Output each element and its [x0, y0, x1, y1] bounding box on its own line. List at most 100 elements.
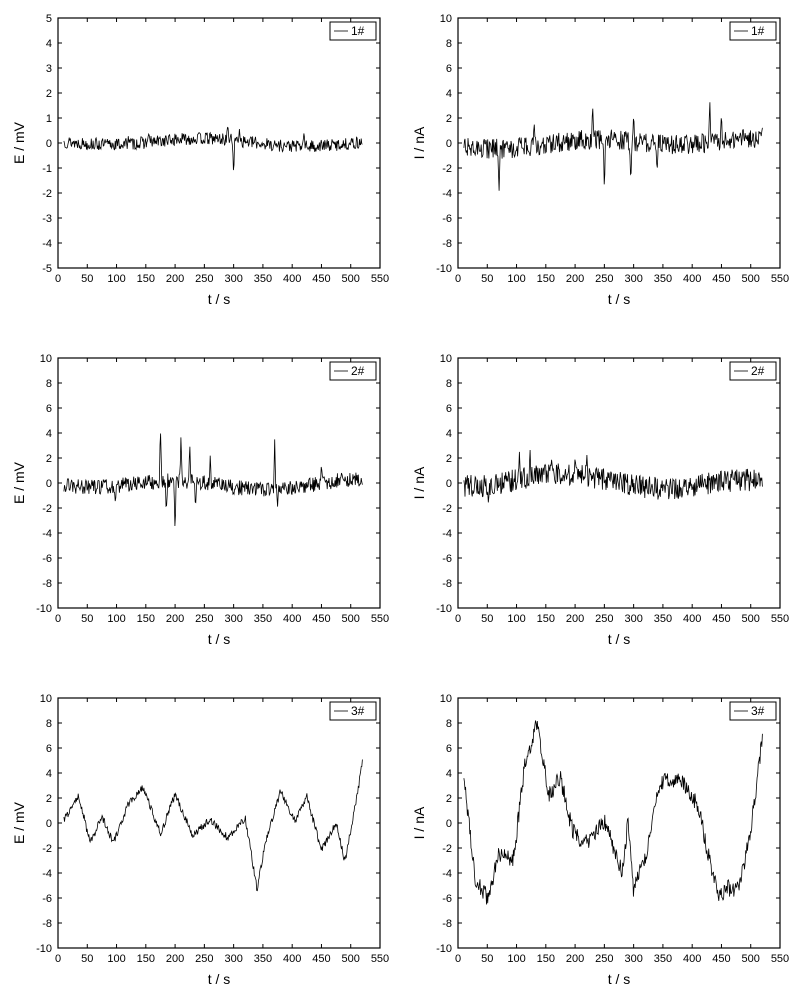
svg-text:-5: -5: [42, 263, 52, 275]
svg-text:-2: -2: [442, 163, 452, 175]
svg-text:-2: -2: [42, 188, 52, 200]
svg-text:-10: -10: [36, 603, 52, 615]
svg-text:6: 6: [46, 743, 52, 755]
svg-text:4: 4: [446, 428, 452, 440]
svg-text:-4: -4: [442, 528, 452, 540]
svg-text:8: 8: [446, 378, 452, 390]
svg-text:200: 200: [166, 953, 184, 965]
svg-text:-8: -8: [442, 918, 452, 930]
svg-text:400: 400: [683, 613, 701, 625]
svg-text:10: 10: [440, 13, 452, 25]
svg-text:0: 0: [455, 273, 461, 285]
svg-text:350: 350: [654, 273, 672, 285]
svg-text:150: 150: [537, 953, 555, 965]
svg-text:250: 250: [195, 613, 213, 625]
svg-text:1#: 1#: [751, 24, 765, 38]
svg-text:-2: -2: [42, 843, 52, 855]
svg-text:6: 6: [446, 63, 452, 75]
svg-text:0: 0: [55, 613, 61, 625]
svg-text:4: 4: [46, 768, 52, 780]
svg-text:200: 200: [166, 613, 184, 625]
svg-text:150: 150: [137, 613, 155, 625]
svg-text:450: 450: [712, 953, 730, 965]
svg-text:5: 5: [46, 13, 52, 25]
svg-text:-2: -2: [442, 843, 452, 855]
svg-text:I / nA: I / nA: [411, 466, 427, 499]
svg-text:4: 4: [46, 38, 52, 50]
svg-text:300: 300: [224, 273, 242, 285]
svg-text:1: 1: [46, 113, 52, 125]
svg-text:50: 50: [481, 273, 493, 285]
chart-I3: 050100150200250300350400450500550-10-8-6…: [410, 690, 790, 990]
svg-text:500: 500: [742, 273, 760, 285]
svg-text:10: 10: [40, 353, 52, 365]
svg-text:6: 6: [46, 403, 52, 415]
svg-text:t / s: t / s: [608, 631, 631, 647]
svg-text:-8: -8: [442, 238, 452, 250]
svg-text:200: 200: [566, 613, 584, 625]
svg-text:t / s: t / s: [608, 971, 631, 987]
svg-text:450: 450: [312, 273, 330, 285]
svg-text:-8: -8: [442, 578, 452, 590]
svg-text:100: 100: [507, 953, 525, 965]
svg-text:50: 50: [481, 953, 493, 965]
svg-text:200: 200: [166, 273, 184, 285]
svg-text:500: 500: [342, 273, 360, 285]
svg-text:3#: 3#: [751, 704, 765, 718]
svg-text:E / mV: E / mV: [11, 461, 27, 504]
svg-text:8: 8: [446, 38, 452, 50]
svg-text:I / nA: I / nA: [411, 806, 427, 839]
svg-text:250: 250: [195, 273, 213, 285]
chart-E2: 050100150200250300350400450500550-10-8-6…: [10, 350, 390, 650]
svg-text:2: 2: [446, 113, 452, 125]
chart-I2: 050100150200250300350400450500550-10-8-6…: [410, 350, 790, 650]
svg-text:0: 0: [46, 138, 52, 150]
svg-text:8: 8: [46, 718, 52, 730]
svg-text:100: 100: [507, 613, 525, 625]
svg-text:-6: -6: [442, 213, 452, 225]
svg-text:550: 550: [771, 953, 789, 965]
svg-text:250: 250: [595, 273, 613, 285]
chart-E3: 050100150200250300350400450500550-10-8-6…: [10, 690, 390, 990]
svg-text:3: 3: [46, 63, 52, 75]
svg-text:50: 50: [81, 613, 93, 625]
svg-text:300: 300: [624, 613, 642, 625]
svg-text:-10: -10: [436, 943, 452, 955]
svg-text:-8: -8: [42, 918, 52, 930]
chart-grid: 050100150200250300350400450500550-5-4-3-…: [10, 10, 790, 990]
svg-text:0: 0: [455, 613, 461, 625]
svg-text:1#: 1#: [351, 24, 365, 38]
svg-text:350: 350: [254, 953, 272, 965]
svg-text:100: 100: [107, 613, 125, 625]
svg-text:t / s: t / s: [208, 291, 231, 307]
svg-text:50: 50: [81, 273, 93, 285]
svg-text:550: 550: [771, 613, 789, 625]
svg-text:-4: -4: [442, 868, 452, 880]
svg-text:3#: 3#: [351, 704, 365, 718]
svg-text:550: 550: [371, 613, 389, 625]
svg-text:550: 550: [371, 953, 389, 965]
svg-text:350: 350: [654, 613, 672, 625]
svg-text:400: 400: [683, 953, 701, 965]
chart-I1: 050100150200250300350400450500550-10-8-6…: [410, 10, 790, 310]
svg-text:400: 400: [283, 613, 301, 625]
svg-text:2: 2: [46, 88, 52, 100]
svg-text:I / nA: I / nA: [411, 126, 427, 159]
svg-text:t / s: t / s: [608, 291, 631, 307]
svg-text:450: 450: [312, 613, 330, 625]
svg-text:-6: -6: [42, 553, 52, 565]
svg-text:0: 0: [46, 478, 52, 490]
svg-text:4: 4: [446, 88, 452, 100]
svg-text:2: 2: [446, 453, 452, 465]
svg-text:-10: -10: [436, 263, 452, 275]
svg-text:2: 2: [446, 793, 452, 805]
svg-text:450: 450: [712, 613, 730, 625]
svg-text:-2: -2: [42, 503, 52, 515]
svg-text:300: 300: [624, 273, 642, 285]
svg-text:0: 0: [455, 953, 461, 965]
svg-text:2: 2: [46, 793, 52, 805]
svg-text:300: 300: [224, 613, 242, 625]
svg-text:2#: 2#: [751, 364, 765, 378]
svg-text:8: 8: [446, 718, 452, 730]
svg-text:550: 550: [771, 273, 789, 285]
